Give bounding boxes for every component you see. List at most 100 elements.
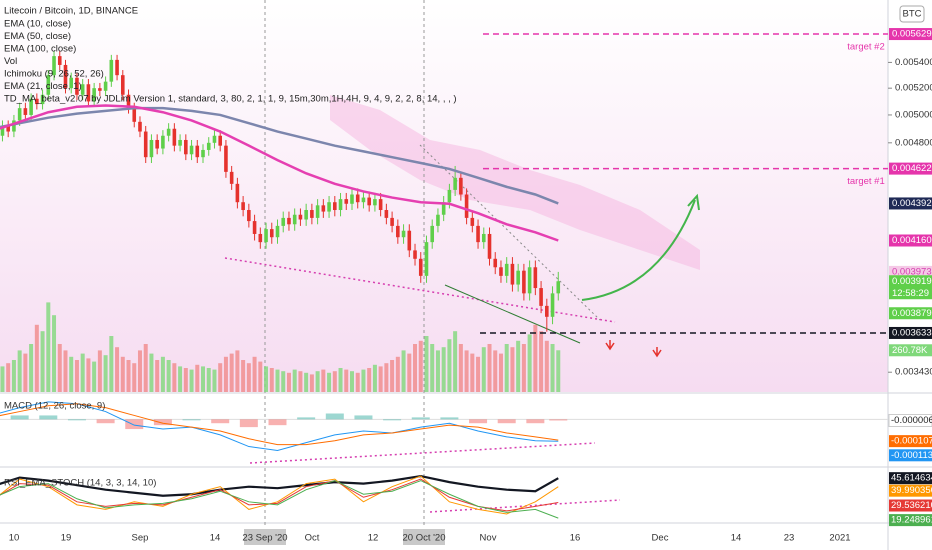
candle-body (384, 210, 389, 218)
candle-body (172, 128, 177, 146)
candle-body (29, 98, 33, 115)
x-tick-label: 23 (784, 533, 795, 544)
candle-body (166, 128, 171, 136)
candle-body (470, 217, 475, 226)
volume-bar (201, 366, 206, 392)
candle-body (464, 194, 469, 218)
candle-body (287, 217, 291, 225)
candle-body (298, 214, 303, 220)
candle-body (224, 145, 228, 172)
candle-body (241, 202, 245, 211)
volume-bar (539, 331, 544, 392)
macd-histogram (411, 417, 430, 420)
x-tick-label: Sep (132, 533, 149, 544)
volume-bar (527, 334, 532, 392)
candle-body (109, 59, 114, 82)
volume-bar (80, 353, 85, 392)
currency-button-label[interactable]: BTC (903, 9, 922, 20)
macd-histogram (182, 419, 201, 421)
candle-body (459, 177, 463, 195)
volume-bar (441, 347, 446, 392)
candle-body (493, 258, 498, 268)
candle-body (138, 121, 142, 132)
y-tick-label: 0.003430 (895, 367, 932, 378)
ema-line (0, 104, 559, 242)
candle-body (126, 94, 131, 109)
volume-bar (281, 371, 286, 392)
volume-bar (103, 355, 108, 392)
candle-body (132, 108, 137, 122)
volume-bar (550, 344, 555, 392)
candle-body (103, 81, 108, 91)
volume-bar (109, 336, 114, 392)
volume-bar (470, 353, 475, 392)
price-label-box (889, 275, 932, 300)
volume-bar (544, 340, 549, 392)
volume-bar (309, 374, 314, 392)
candle-body (258, 233, 263, 243)
volume-bar (115, 347, 120, 392)
macd-pane (0, 394, 888, 466)
crosshair-date (403, 529, 445, 545)
candle-body (396, 225, 400, 238)
price-label: 0.004392 (892, 198, 932, 209)
rsi-pane (0, 468, 888, 522)
x-tick-label: 16 (570, 533, 581, 544)
candle-body (516, 270, 520, 285)
candle-body (206, 142, 211, 150)
price-label: 0.003633 (892, 327, 932, 338)
candle-body (401, 230, 406, 238)
indicator-label: EMA (10, close) (4, 19, 71, 30)
candle-body (63, 64, 68, 89)
price-label-box (889, 234, 932, 247)
volume-bar (481, 347, 486, 392)
candle-body (86, 84, 91, 102)
volume-bar (223, 356, 228, 392)
candle-body (69, 77, 74, 89)
volume-bar (275, 369, 280, 392)
target-label: target #1 (847, 176, 885, 187)
volume-bar (453, 331, 458, 392)
candle-body (149, 139, 154, 158)
volume-bar (149, 353, 154, 392)
candle-body (292, 214, 297, 225)
y-tick-label: 0.005400 (895, 57, 932, 68)
value-label-box (889, 472, 932, 485)
volume-bar (57, 344, 62, 392)
volume-bar (510, 347, 515, 392)
volume-bar (241, 360, 246, 392)
candle-body (281, 217, 286, 226)
price-label: 0.004622 (892, 163, 932, 174)
volume-bar (143, 344, 148, 392)
down-arrow (652, 347, 662, 358)
volume-bar (69, 356, 74, 392)
candle-body (189, 145, 194, 155)
candle-body (23, 108, 28, 115)
volume-bar (74, 360, 79, 392)
y-tick-label: 0.005200 (895, 83, 932, 94)
candle-body (161, 135, 165, 149)
value-label: -0.000113 (891, 450, 932, 461)
x-tick-label: 2021 (829, 533, 850, 544)
volume-bar (516, 340, 521, 392)
value-label-box (889, 499, 932, 512)
x-tick-label: 23 Sep '20 (242, 533, 287, 544)
volume-bar (86, 358, 91, 392)
volume-bar (304, 372, 309, 392)
candle-body (424, 242, 429, 276)
volume-bar (447, 339, 452, 392)
currency-button[interactable] (899, 5, 925, 23)
value-label: 45.614634 (891, 473, 932, 484)
x-tick-label: 14 (210, 533, 221, 544)
candle-body (92, 88, 96, 102)
price-label-box (889, 307, 932, 320)
volume-bar (407, 353, 412, 392)
volume-bar (338, 368, 343, 392)
volume-bar (29, 344, 34, 392)
volume-bar (218, 363, 223, 392)
candle-body (430, 225, 435, 243)
macd-histogram (153, 419, 172, 426)
indicator-label: EMA (21, close, 1) (4, 81, 82, 92)
volume-bar (206, 368, 211, 392)
indicator-label: Vol (4, 56, 17, 67)
